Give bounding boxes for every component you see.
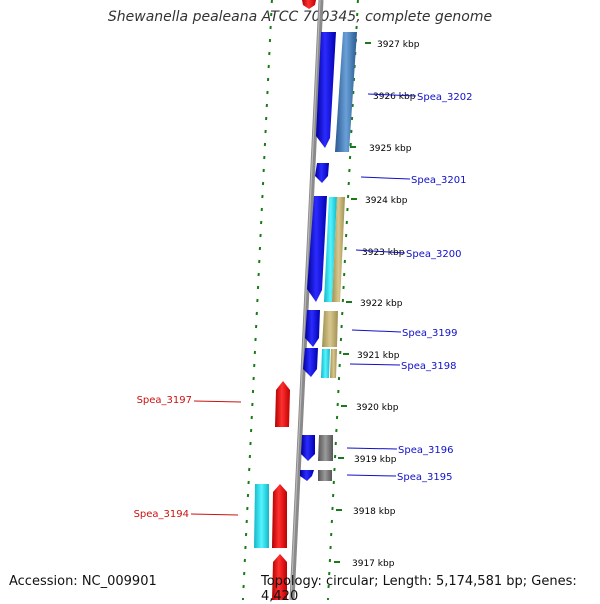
kbp-tick-3917: 3917 kbp	[334, 559, 395, 569]
feature-tan-3198	[330, 349, 337, 378]
accession-text: Accession: NC_009901	[9, 574, 157, 589]
kbp-label-3919: 3919 kbp	[354, 455, 397, 465]
gene-label-spea-3197[interactable]: Spea_3197	[137, 395, 192, 406]
gene-label-group-spea-3201[interactable]: Spea_3201	[361, 175, 466, 186]
feature-gray-3196	[318, 435, 333, 461]
gene-arrow-spea-3201[interactable]	[315, 163, 329, 183]
kbp-tick-3927: 3927 kbp	[365, 40, 420, 50]
kbp-tick-3921: 3921 kbp	[343, 351, 400, 361]
gene-label-spea-3202[interactable]: Spea_3202	[417, 92, 472, 103]
kbp-label-3920: 3920 kbp	[356, 403, 399, 413]
kbp-tick-3922: 3922 kbp	[346, 299, 403, 309]
gene-label-group-spea-3199[interactable]: Spea_3199	[352, 328, 457, 339]
gene-arrow-spea-3197[interactable]	[275, 381, 290, 427]
feature-cyan-3194	[254, 484, 269, 548]
gene-arrow-spea-3196[interactable]	[301, 435, 315, 461]
kbp-tick-3924: 3924 kbp	[351, 196, 408, 206]
kbp-label-3924: 3924 kbp	[365, 196, 408, 206]
gene-label-spea-3196[interactable]: Spea_3196	[398, 445, 453, 456]
kbp-tick-3918: 3918 kbp	[336, 507, 396, 517]
kbp-tick-3925: 3925 kbp	[350, 144, 412, 154]
kbp-label-3918: 3918 kbp	[353, 507, 396, 517]
gene-label-spea-3194[interactable]: Spea_3194	[134, 509, 189, 520]
gene-label-group-spea-3195[interactable]: Spea_3195	[347, 472, 452, 483]
kbp-tick-3920: 3920 kbp	[341, 403, 399, 413]
kbp-label-3922: 3922 kbp	[360, 299, 403, 309]
gene-label-spea-3199[interactable]: Spea_3199	[402, 328, 457, 339]
kbp-label-3921: 3921 kbp	[357, 351, 400, 361]
gene-label-spea-3195[interactable]: Spea_3195	[397, 472, 452, 483]
kbp-label-3927: 3927 kbp	[377, 40, 420, 50]
gene-label-group-spea-3194[interactable]: Spea_3194	[134, 509, 238, 520]
kbp-label-3926: 3926 kbp	[373, 92, 416, 102]
feature-gray-3195	[318, 470, 332, 481]
feature-cyan-3198	[321, 349, 330, 378]
kbp-tick-3919: 3919 kbp	[338, 455, 397, 465]
gene-arrow-partial-top[interactable]	[302, 0, 316, 9]
gene-arrow-spea-3195[interactable]	[300, 470, 314, 481]
gene-arrow-spea-3199[interactable]	[305, 310, 320, 347]
gene-label-spea-3201[interactable]: Spea_3201	[411, 175, 466, 186]
kbp-label-3917: 3917 kbp	[352, 559, 395, 569]
gene-label-group-spea-3197[interactable]: Spea_3197	[137, 395, 241, 406]
gene-arrow-spea-3194[interactable]	[272, 484, 287, 548]
kbp-tick-3926: 3926 kbp	[373, 92, 416, 102]
feature-tan-3199	[322, 311, 338, 347]
gene-label-group-spea-3198[interactable]: Spea_3198	[350, 361, 456, 372]
gene-label-spea-3200[interactable]: Spea_3200	[406, 249, 461, 260]
kbp-label-3925: 3925 kbp	[369, 144, 412, 154]
gene-label-spea-3198[interactable]: Spea_3198	[401, 361, 456, 372]
